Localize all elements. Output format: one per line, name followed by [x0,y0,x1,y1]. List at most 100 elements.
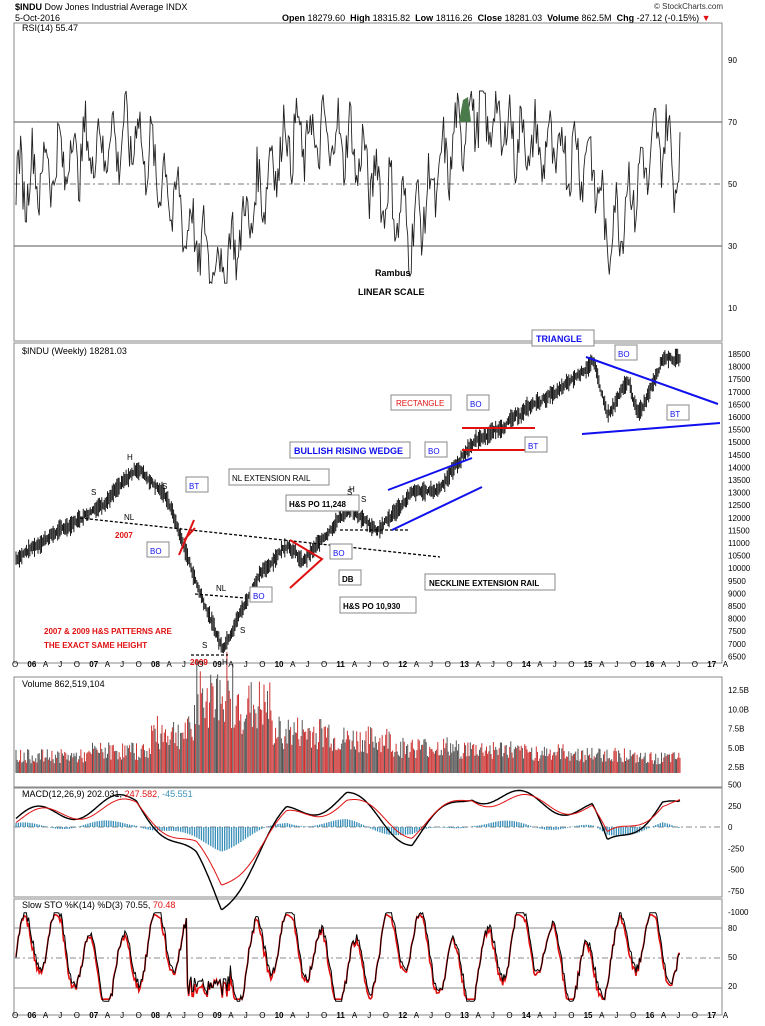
x-tick: 07 [89,1011,98,1020]
volume-bar [174,743,176,773]
macd-hist-bar [370,827,372,829]
volume-bar [362,740,363,773]
macd-hist-bar [409,827,411,835]
volume-bar [582,750,584,773]
volume-bar [527,752,529,773]
macd-hist-bar [184,827,186,833]
volume-bar [378,741,380,773]
volume-bar [189,722,191,773]
volume-bar [297,717,299,773]
volume-bar [74,756,76,773]
volume-bar [455,740,457,773]
volume-tick: 12.5B [728,686,749,695]
volume-bar [656,764,658,773]
x-tick: J [182,660,186,669]
macd-hist-bar [659,823,661,827]
x-tick: 09 [213,660,222,669]
x-tick: O [12,1011,18,1020]
volume-bar [380,752,382,773]
volume-bar [473,743,475,773]
volume-bar [642,758,644,773]
macd-hist-bar [381,827,383,834]
macd-hist-bar [131,825,133,827]
volume-bar [664,753,666,773]
rsi-tick: 30 [728,242,737,251]
x-tick: O [445,660,451,669]
volume-bar [406,746,407,773]
volume-bar [141,745,143,773]
price-tick: 14000 [728,463,751,472]
volume-bar [605,761,607,773]
price-tick: 7500 [728,627,746,636]
volume-bar [477,755,479,773]
volume-bar [239,720,241,773]
volume-bar [563,751,565,773]
volume-bar [650,752,652,773]
macd-hist-bar [599,827,601,830]
volume-bar [356,731,358,773]
volume-bar [578,761,580,773]
volume-bar [625,761,626,773]
macd-hist-bar [539,827,541,829]
macd-hist-bar [335,820,337,827]
volume-bar [302,729,304,773]
macd-hist-bar [135,825,138,827]
volume-bar [482,752,484,773]
volume-bar [214,709,216,773]
volume-bar [594,757,596,773]
volume-bar [144,750,146,773]
rsi-tick: 50 [728,180,737,189]
volume-bar [409,752,411,773]
volume-tick: 5.0B [728,744,744,753]
volume-bar [165,729,166,773]
volume-label: Volume 862,519,104 [22,679,105,689]
volume-bar [132,743,134,773]
x-tick: J [676,660,680,669]
volume-bar [589,754,591,773]
sto-tick: 80 [728,924,737,933]
volume-bar [170,731,172,773]
macd-hist-bar [221,827,223,852]
volume-bar [572,754,574,773]
volume-bar [60,749,62,773]
macd-hist-bar [511,820,513,827]
x-tick: J [306,1011,310,1020]
macd-hist-bar [281,823,284,827]
macd-hist-bar [483,824,485,827]
volume-bar [45,757,47,773]
price-tick: 18500 [728,350,751,359]
rsi-label: RSI(14) 55.47 [22,23,78,33]
volume-bar [109,745,111,773]
volume-bar [630,756,632,773]
volume-bar [277,736,279,773]
volume-bar [603,754,604,773]
price-tick: 9000 [728,589,746,598]
volume-bar [190,728,192,773]
macd-hist-bar [532,826,534,827]
volume-bar [32,760,34,773]
macd-hist-bar [61,827,64,830]
volume-bar [396,751,398,773]
macd-hist-bar [284,823,286,827]
volume-bar [307,728,309,773]
macd-hist-bar [622,827,624,836]
volume-bar [565,756,567,773]
volume-bar [292,734,294,773]
macd-hist-bar [353,821,356,827]
volume-bar [497,755,499,773]
macd-hist-bar [620,827,622,836]
volume-bar [36,762,38,773]
volume-bar [645,763,647,773]
volume-bar [516,748,518,773]
macd-hist-bar [645,827,648,830]
macd-hist-bar [407,827,409,835]
volume-bar [227,680,229,773]
bt-2016: BT [670,410,680,419]
price-tick: 15500 [728,426,751,435]
volume-bar [421,744,423,773]
volume-bar [267,691,268,773]
volume-bar [253,704,255,773]
volume-bar [410,742,412,773]
x-tick: 16 [645,660,654,669]
macd-hist-bar [319,824,321,827]
